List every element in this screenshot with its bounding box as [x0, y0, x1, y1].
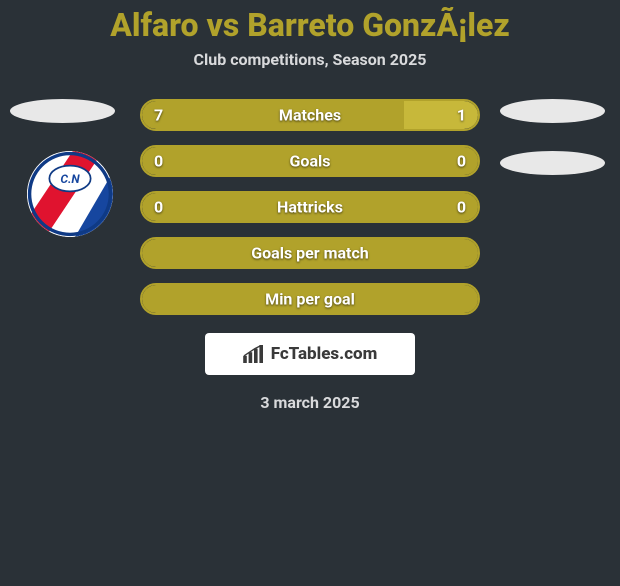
stat-bar-fill-right — [404, 101, 478, 129]
bar-chart-icon — [243, 345, 265, 363]
stat-value-left: 0 — [154, 198, 163, 217]
branding-badge[interactable]: FcTables.com — [205, 333, 415, 375]
stat-value-left: 7 — [154, 106, 163, 125]
comparison-area: C.N 7 1 Matches 0 0 Goals 0 0 Hattricks Goals per… — [0, 99, 620, 412]
stat-bar: Min per goal — [140, 283, 480, 315]
stat-label: Matches — [279, 106, 341, 125]
player-photo-left — [10, 99, 115, 123]
stat-value-right: 0 — [457, 198, 466, 217]
stat-bar: 0 0 Goals — [140, 145, 480, 177]
stat-bars: 7 1 Matches 0 0 Goals 0 0 Hattricks Goals per mat… — [140, 99, 480, 315]
stat-label: Hattricks — [277, 198, 343, 217]
player-photo-right — [500, 99, 605, 123]
club-logo-right — [500, 151, 605, 175]
stat-bar: Goals per match — [140, 237, 480, 269]
stat-value-right: 1 — [457, 106, 466, 125]
stat-label: Goals — [290, 152, 331, 171]
date-label: 3 march 2025 — [0, 393, 620, 412]
stat-value-left: 0 — [154, 152, 163, 171]
page-subtitle: Club competitions, Season 2025 — [0, 50, 620, 69]
stat-label: Min per goal — [265, 290, 355, 309]
page-title: Alfaro vs Barreto GonzÃ¡lez — [0, 6, 620, 44]
stat-label: Goals per match — [251, 244, 369, 263]
svg-text:C.N: C.N — [60, 172, 80, 186]
stat-value-right: 0 — [457, 152, 466, 171]
stat-bar: 7 1 Matches — [140, 99, 480, 131]
club-logo-left: C.N — [27, 151, 113, 237]
stat-bar-fill-left — [142, 101, 404, 129]
branding-text: FcTables.com — [271, 344, 378, 364]
stat-bar: 0 0 Hattricks — [140, 191, 480, 223]
